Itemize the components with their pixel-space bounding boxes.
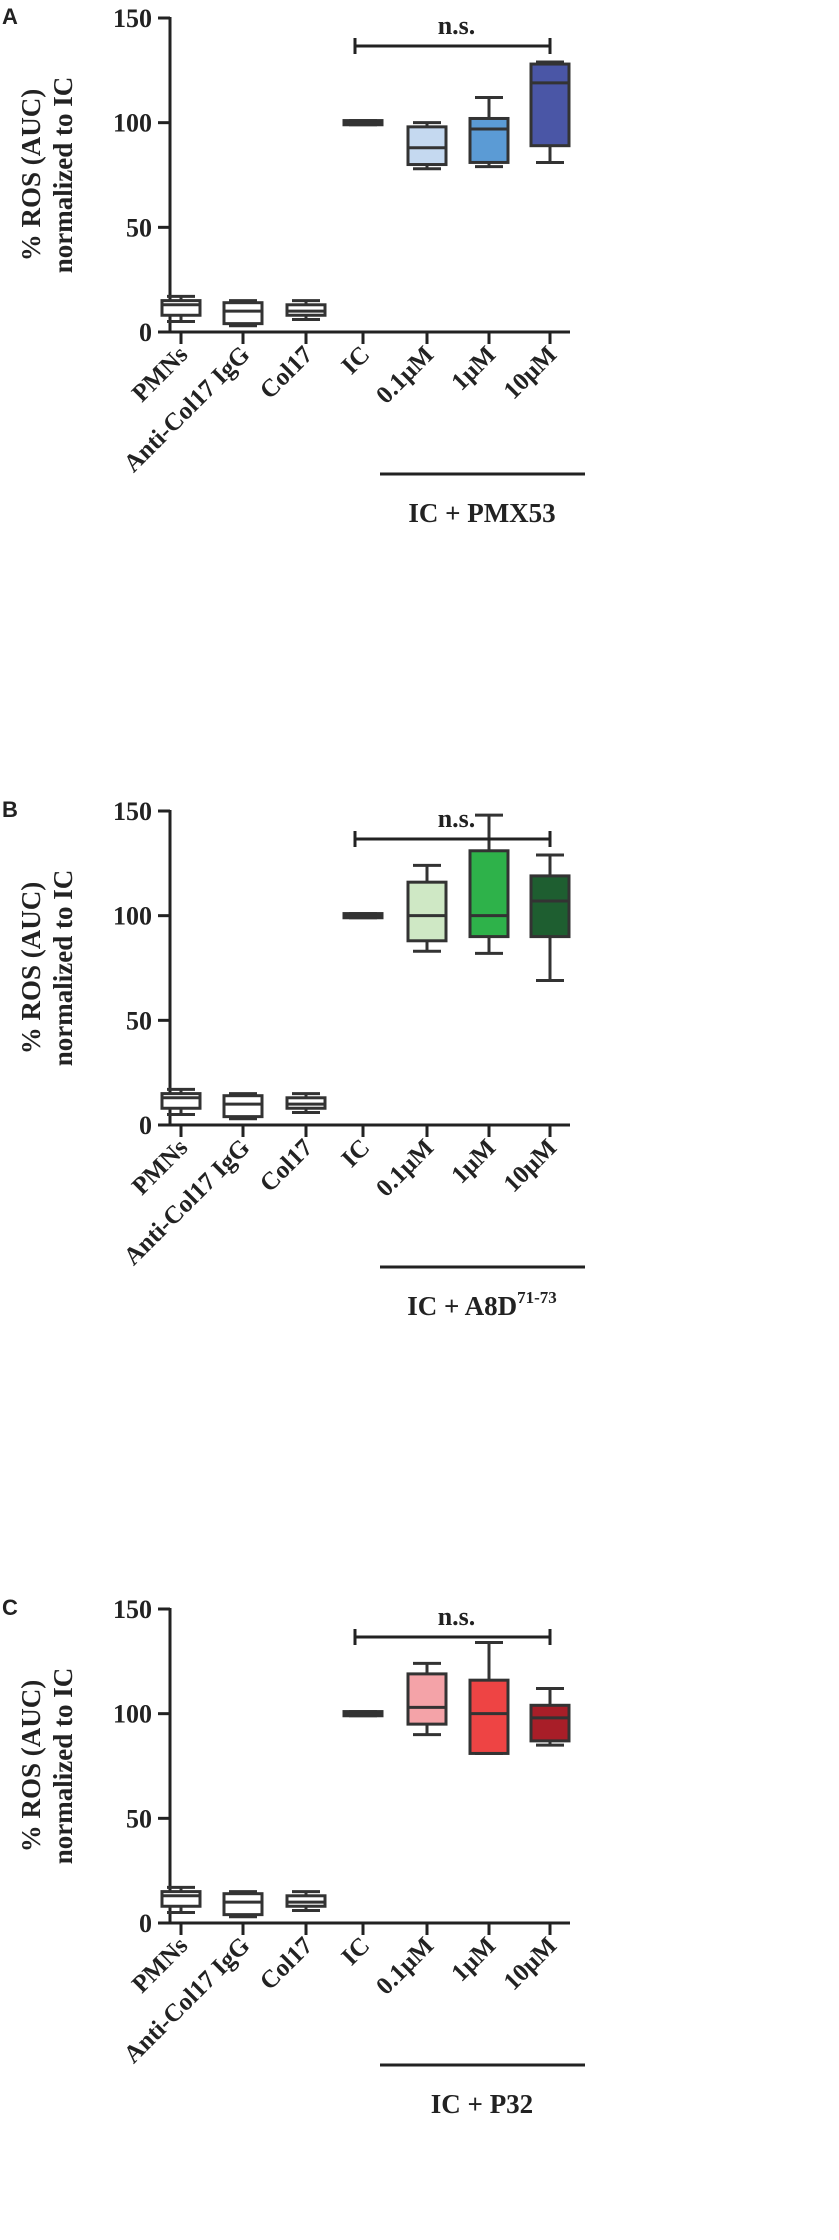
- y-tick-label: 150: [113, 797, 152, 826]
- x-tick-label: 10µM: [499, 1134, 563, 1198]
- group-label-main: IC + A8D: [407, 1291, 517, 1321]
- box-body: [406, 1672, 448, 1726]
- y-tick-label: 0: [139, 1909, 152, 1938]
- box-body: [529, 62, 571, 148]
- panel-letter: B: [2, 797, 18, 822]
- x-tick-label: Col17: [255, 341, 318, 404]
- y-tick-label: 150: [113, 4, 152, 33]
- box-4: [406, 121, 448, 171]
- box-3: [342, 1710, 384, 1718]
- y-tick-label: 50: [126, 1006, 152, 1035]
- group-label: IC + PMX53: [408, 498, 555, 528]
- box-5: [468, 813, 510, 955]
- box-body: [160, 1092, 202, 1110]
- y-tick-label: 150: [113, 1595, 152, 1624]
- y-axis-label-line2: normalized to IC: [48, 1668, 78, 1864]
- box-3: [342, 912, 384, 920]
- box-body: [222, 1892, 264, 1917]
- box-6: [529, 853, 571, 983]
- box-6: [529, 1687, 571, 1747]
- y-axis-label-line1: % ROS (AUC): [16, 1680, 46, 1853]
- panel-b: B% ROS (AUC) normalized to IC050100150PMN…: [2, 797, 585, 1321]
- box-body: [406, 880, 448, 943]
- y-axis-label-line2: normalized to IC: [48, 870, 78, 1066]
- box-body: [529, 874, 571, 939]
- y-tick-label: 100: [113, 902, 152, 931]
- box-5: [468, 96, 510, 169]
- y-tick-label: 50: [126, 1804, 152, 1833]
- box-body: [222, 301, 264, 326]
- significance-label: n.s.: [438, 1602, 476, 1631]
- group-label-main: IC + PMX53: [408, 498, 555, 528]
- panel-c: C% ROS (AUC) normalized to IC050100150PMN…: [2, 1595, 585, 2119]
- x-tick-label: 0.1µM: [371, 1134, 439, 1202]
- x-tick-label: IC: [336, 1134, 375, 1173]
- y-tick-label: 0: [139, 1111, 152, 1140]
- box-body: [529, 1703, 571, 1743]
- x-tick-label: Col17: [255, 1932, 318, 1995]
- box-body: [222, 1094, 264, 1119]
- box-4: [406, 863, 448, 953]
- x-tick-label: IC: [336, 341, 375, 380]
- y-tick-label: 100: [113, 1700, 152, 1729]
- x-tick-label: 10µM: [499, 341, 563, 405]
- box-2: [285, 1092, 327, 1114]
- significance-label: n.s.: [438, 11, 476, 40]
- box-1: [222, 1890, 264, 1919]
- x-tick-label: Col17: [255, 1134, 318, 1197]
- group-label-main: IC + P32: [431, 2089, 533, 2119]
- y-axis-label-line2: normalized to IC: [48, 77, 78, 273]
- box-body: [468, 849, 510, 939]
- x-tick-label: IC: [336, 1932, 375, 1971]
- box-2: [285, 299, 327, 321]
- x-tick-label: 1µM: [446, 1932, 501, 1987]
- box-4: [406, 1661, 448, 1737]
- group-label: IC + A8D71-73: [407, 1288, 557, 1321]
- y-axis-label-line1: % ROS (AUC): [16, 89, 46, 262]
- group-label: IC + P32: [431, 2089, 533, 2119]
- box-body: [160, 299, 202, 317]
- x-tick-label: 1µM: [446, 1134, 501, 1189]
- group-label-superscript: 71-73: [517, 1288, 557, 1307]
- x-tick-label: 10µM: [499, 1932, 563, 1996]
- box-2: [285, 1890, 327, 1912]
- box-3: [342, 119, 384, 127]
- box-6: [529, 60, 571, 164]
- y-tick-label: 0: [139, 318, 152, 347]
- box-body: [468, 1678, 510, 1755]
- box-5: [468, 1640, 510, 1755]
- significance-label: n.s.: [438, 804, 476, 833]
- box-body: [468, 116, 510, 164]
- panel-a: A% ROS (AUC) normalized to IC050100150PMN…: [2, 4, 585, 528]
- y-tick-label: 50: [126, 213, 152, 242]
- box-0: [160, 294, 202, 324]
- panel-letter: A: [2, 4, 18, 29]
- x-tick-label: 1µM: [446, 341, 501, 396]
- box-body: [160, 1890, 202, 1908]
- x-tick-label: 0.1µM: [371, 1932, 439, 2000]
- box-0: [160, 1885, 202, 1915]
- x-tick-label: 0.1µM: [371, 341, 439, 409]
- box-1: [222, 1092, 264, 1121]
- panel-letter: C: [2, 1595, 18, 1620]
- box-body: [406, 125, 448, 167]
- box-1: [222, 299, 264, 328]
- box-0: [160, 1087, 202, 1117]
- y-axis-label-line1: % ROS (AUC): [16, 882, 46, 1055]
- y-tick-label: 100: [113, 109, 152, 138]
